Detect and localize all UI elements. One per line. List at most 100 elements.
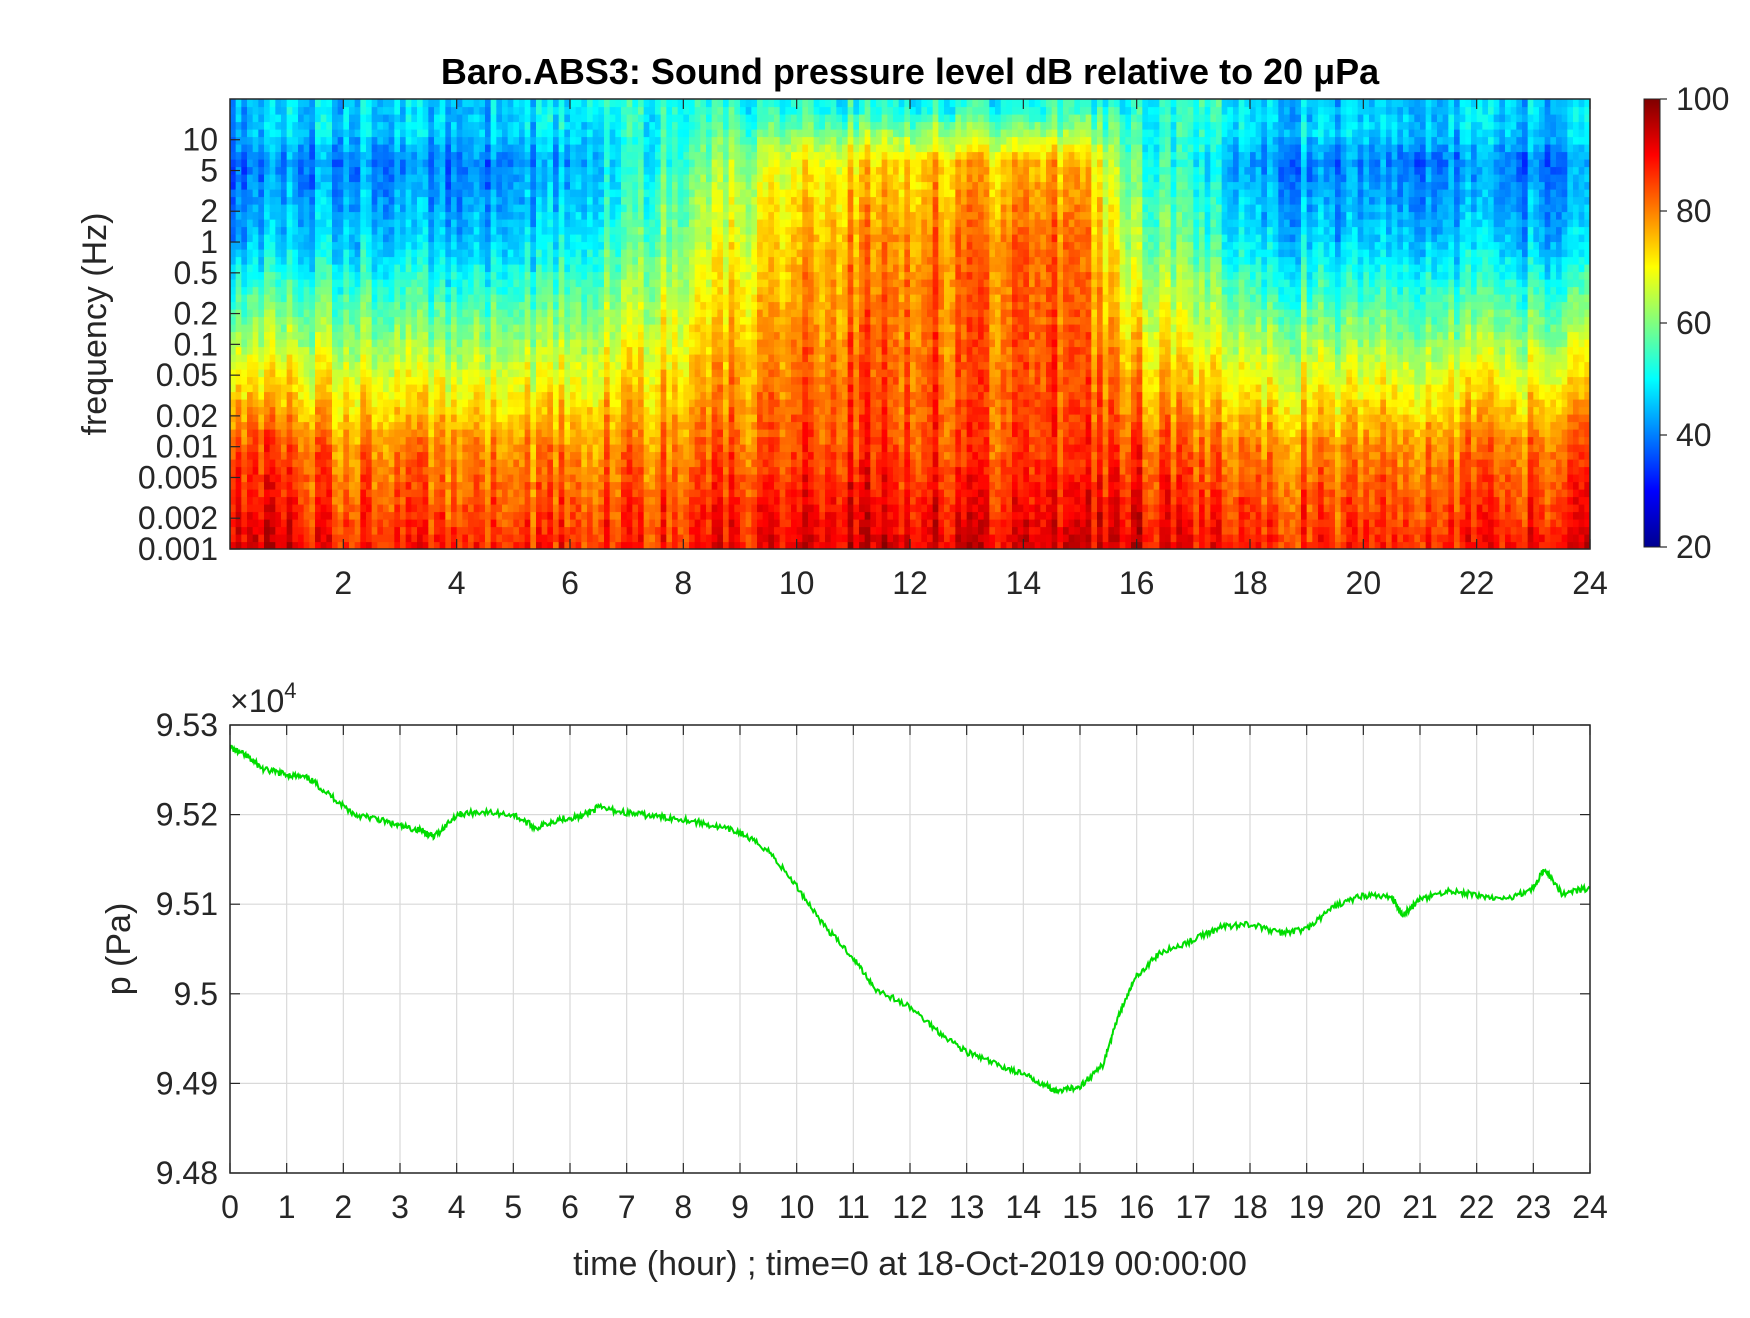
heatmap-cell bbox=[343, 384, 350, 393]
heatmap-cell bbox=[445, 181, 452, 190]
heatmap-cell bbox=[388, 429, 395, 438]
heatmap-cell bbox=[558, 264, 565, 273]
heatmap-cell bbox=[587, 429, 594, 438]
heatmap-cell bbox=[269, 489, 276, 498]
heatmap-cell bbox=[677, 136, 684, 145]
heatmap-cell bbox=[615, 136, 622, 145]
heatmap-cell bbox=[660, 196, 667, 205]
heatmap-cell bbox=[315, 361, 322, 370]
heatmap-cell bbox=[445, 474, 452, 483]
heatmap-cell bbox=[417, 414, 424, 423]
heatmap-cell bbox=[485, 144, 492, 153]
heatmap-cell bbox=[230, 211, 237, 220]
heatmap-cell bbox=[235, 526, 242, 535]
heatmap-cell bbox=[281, 301, 288, 310]
heatmap-cell bbox=[377, 316, 384, 325]
heatmap-cell bbox=[264, 346, 271, 355]
heatmap-cell bbox=[320, 496, 327, 505]
heatmap-cell bbox=[230, 331, 237, 340]
heatmap-cell bbox=[615, 399, 622, 408]
heatmap-cell bbox=[417, 339, 424, 348]
heatmap-cell bbox=[252, 121, 259, 130]
heatmap-cell bbox=[349, 361, 356, 370]
heatmap-cell bbox=[411, 144, 418, 153]
heatmap-cell bbox=[553, 106, 560, 115]
heatmap-cell bbox=[247, 226, 254, 235]
heatmap-cell bbox=[241, 399, 248, 408]
heatmap-cell bbox=[315, 189, 322, 198]
heatmap-cell bbox=[326, 399, 333, 408]
heatmap-cell bbox=[660, 316, 667, 325]
heatmap-cell bbox=[417, 219, 424, 228]
heatmap-cell bbox=[303, 241, 310, 250]
heatmap-cell bbox=[349, 504, 356, 513]
heatmap-cell bbox=[694, 526, 701, 535]
heatmap-cell bbox=[366, 489, 373, 498]
heatmap-cell bbox=[400, 196, 407, 205]
heatmap-cell bbox=[360, 264, 367, 273]
heatmap-cell bbox=[411, 444, 418, 453]
heatmap-cell bbox=[320, 249, 327, 258]
heatmap-cell bbox=[315, 436, 322, 445]
heatmap-cell bbox=[462, 339, 469, 348]
heatmap-cell bbox=[422, 189, 429, 198]
heatmap-cell bbox=[434, 316, 441, 325]
heatmap-cell bbox=[592, 436, 599, 445]
heatmap-cell bbox=[371, 241, 378, 250]
heatmap-cell bbox=[643, 481, 650, 490]
heatmap-cell bbox=[235, 339, 242, 348]
heatmap-cell bbox=[683, 436, 690, 445]
heatmap-cell bbox=[371, 99, 378, 108]
heatmap-cell bbox=[349, 489, 356, 498]
heatmap-cell bbox=[479, 421, 486, 430]
heatmap-cell bbox=[547, 129, 554, 138]
heatmap-cell bbox=[394, 301, 401, 310]
heatmap-cell bbox=[434, 226, 441, 235]
heatmap-cell bbox=[388, 106, 395, 115]
heatmap-cell bbox=[570, 196, 577, 205]
heatmap-cell bbox=[354, 346, 361, 355]
heatmap-cell bbox=[309, 346, 316, 355]
heatmap-cell bbox=[422, 271, 429, 280]
heatmap-cell bbox=[332, 384, 339, 393]
heatmap-cell bbox=[400, 129, 407, 138]
heatmap-cell bbox=[411, 106, 418, 115]
heatmap-cell bbox=[507, 174, 514, 183]
heatmap-cell bbox=[575, 301, 582, 310]
heatmap-cell bbox=[502, 496, 509, 505]
heatmap-cell bbox=[587, 376, 594, 385]
heatmap-cell bbox=[660, 271, 667, 280]
heatmap-cell bbox=[439, 376, 446, 385]
heatmap-cell bbox=[417, 249, 424, 258]
heatmap-cell bbox=[303, 339, 310, 348]
heatmap-cell bbox=[536, 181, 543, 190]
heatmap-cell bbox=[315, 444, 322, 453]
heatmap-cell bbox=[564, 129, 571, 138]
heatmap-cell bbox=[626, 414, 633, 423]
heatmap-cell bbox=[371, 129, 378, 138]
heatmap-cell bbox=[598, 234, 605, 243]
heatmap-cell bbox=[570, 324, 577, 333]
heatmap-cell bbox=[615, 331, 622, 340]
heatmap-cell bbox=[638, 384, 645, 393]
heatmap-cell bbox=[332, 331, 339, 340]
heatmap-cell bbox=[570, 369, 577, 378]
heatmap-cell bbox=[235, 99, 242, 108]
heatmap-cell bbox=[241, 504, 248, 513]
heatmap-cell bbox=[247, 399, 254, 408]
heatmap-cell bbox=[275, 459, 282, 468]
heatmap-cell bbox=[655, 129, 662, 138]
heatmap-cell bbox=[558, 196, 565, 205]
heatmap-cell bbox=[564, 159, 571, 168]
heatmap-cell bbox=[400, 406, 407, 415]
heatmap-cell bbox=[621, 399, 628, 408]
heatmap-cell bbox=[309, 136, 316, 145]
heatmap-cell bbox=[281, 504, 288, 513]
heatmap-cell bbox=[553, 474, 560, 483]
heatmap-cell bbox=[615, 444, 622, 453]
heatmap-cell bbox=[598, 421, 605, 430]
heatmap-cell bbox=[405, 384, 412, 393]
heatmap-cell bbox=[247, 309, 254, 318]
heatmap-cell bbox=[649, 504, 656, 513]
heatmap-cell bbox=[235, 534, 242, 543]
